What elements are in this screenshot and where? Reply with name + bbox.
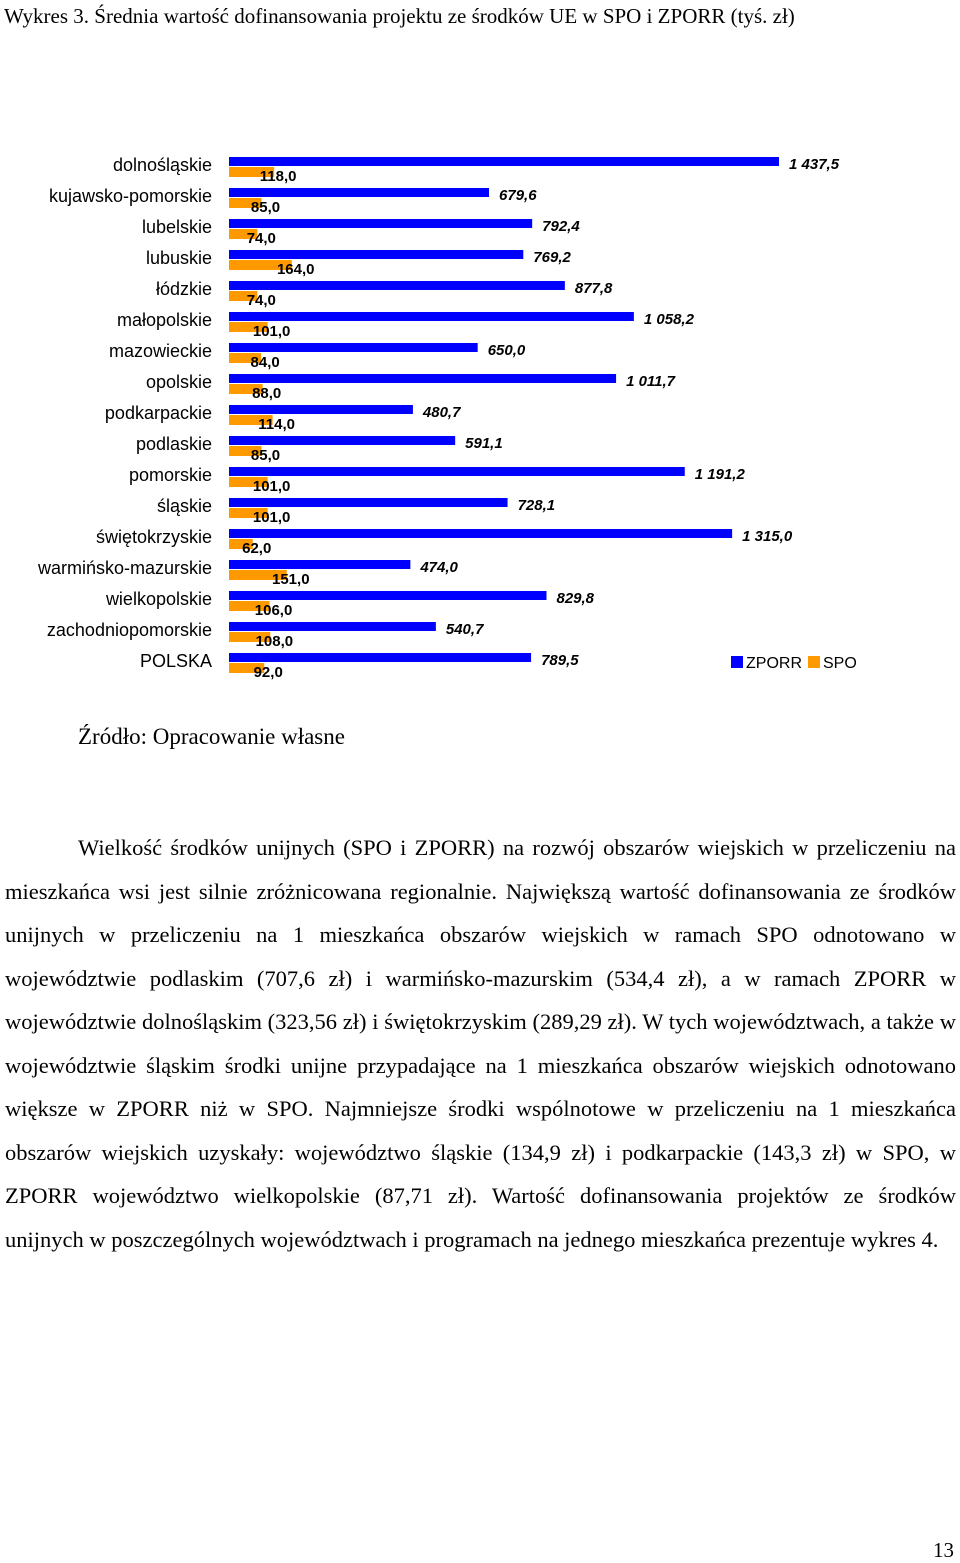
bar-spo — [229, 601, 270, 611]
bar-zporr — [229, 188, 490, 197]
category-label: świętokrzyskie — [96, 527, 212, 547]
value-label-zporr: 1 437,5 — [789, 156, 840, 173]
value-label-zporr: 480,7 — [422, 404, 461, 421]
value-label-spo: 108,0 — [256, 633, 294, 650]
value-label-spo: 62,0 — [242, 540, 271, 557]
category-label: kujawsko-pomorskie — [49, 186, 212, 206]
value-label-zporr: 650,0 — [488, 342, 526, 359]
value-label-spo: 85,0 — [251, 199, 280, 216]
bar-zporr — [229, 405, 413, 414]
value-labels: 1 437,5 118,0 679,6 85,0 792,4 74,0 769,2 164,0… — [242, 156, 840, 681]
category-label: śląskie — [157, 496, 212, 516]
bar-spo — [229, 291, 258, 301]
bar-marks — [229, 157, 779, 673]
category-label: podkarpackie — [105, 403, 212, 423]
category-label: zachodniopomorskie — [47, 620, 212, 640]
value-label-spo: 88,0 — [252, 385, 281, 402]
category-label: POLSKA — [140, 651, 212, 671]
category-label: lubelskie — [142, 217, 212, 237]
page-number: 13 — [933, 1538, 954, 1562]
value-label-zporr: 877,8 — [575, 280, 613, 297]
value-label-zporr: 540,7 — [446, 621, 484, 638]
bar-zporr — [229, 312, 634, 321]
category-label: wielkopolskie — [105, 589, 212, 609]
page-title: Wykres 3. Średnia wartość dofinansowania… — [4, 4, 795, 28]
category-label: warmińsko-mazurskie — [37, 558, 212, 578]
bar-zporr — [229, 529, 733, 538]
value-label-spo: 106,0 — [255, 602, 293, 619]
legend-swatch-spo — [808, 656, 820, 668]
value-label-spo: 101,0 — [253, 478, 291, 495]
value-label-zporr: 769,2 — [533, 249, 571, 266]
value-label-zporr: 789,5 — [541, 652, 579, 669]
bar-spo — [229, 229, 258, 239]
bar-spo — [229, 632, 271, 642]
legend: ZPORR SPO — [731, 655, 857, 672]
value-label-spo: 84,0 — [251, 354, 280, 371]
legend-label-spo: SPO — [823, 655, 857, 672]
bar-spo — [229, 539, 253, 549]
bar-zporr — [229, 591, 547, 600]
category-label: łódzkie — [156, 279, 212, 299]
value-label-zporr: 1 011,7 — [626, 373, 676, 390]
value-label-spo: 118,0 — [260, 168, 297, 185]
category-label: lubuskie — [146, 248, 212, 268]
bar-zporr — [229, 343, 478, 352]
value-label-zporr: 1 191,2 — [695, 466, 746, 483]
body-paragraph: Wielkość środków unijnych (SPO i ZPORR) … — [5, 835, 956, 1252]
value-label-spo: 114,0 — [258, 416, 295, 433]
value-label-spo: 74,0 — [247, 292, 276, 309]
bar-zporr — [229, 374, 617, 383]
value-label-zporr: 679,6 — [499, 187, 537, 204]
bar-zporr — [229, 560, 411, 569]
legend-label-zporr: ZPORR — [746, 655, 802, 672]
value-label-zporr: 792,4 — [542, 218, 580, 235]
bar-spo — [229, 663, 265, 673]
bar-spo — [229, 198, 262, 208]
value-label-zporr: 1 058,2 — [644, 311, 695, 328]
category-label: pomorskie — [129, 465, 212, 485]
category-label: podlaskie — [136, 434, 212, 454]
value-label-zporr: 591,1 — [465, 435, 503, 452]
value-label-spo: 74,0 — [247, 230, 276, 247]
value-label-zporr: 474,0 — [419, 559, 458, 576]
category-labels: dolnośląskie kujawsko-pomorskie lubelskie l… — [37, 155, 212, 671]
value-label-zporr: 829,8 — [556, 590, 594, 607]
category-label: dolnośląskie — [113, 155, 212, 175]
bar-zporr — [229, 498, 508, 507]
bar-zporr — [229, 653, 532, 662]
value-label-zporr: 1 315,0 — [742, 528, 793, 545]
bar-zporr — [229, 436, 456, 445]
bar-spo — [229, 446, 262, 456]
category-label: małopolskie — [117, 310, 212, 330]
bar-zporr — [229, 281, 565, 290]
value-label-spo: 92,0 — [254, 664, 283, 681]
bar-spo — [229, 477, 268, 487]
bar-spo — [229, 508, 268, 518]
category-label: opolskie — [146, 372, 212, 392]
value-label-spo: 85,0 — [251, 447, 280, 464]
value-label-spo: 101,0 — [253, 509, 291, 526]
bar-spo — [229, 322, 268, 332]
source-note: Źródło: Opracowanie własne — [78, 724, 345, 749]
value-label-zporr: 728,1 — [518, 497, 556, 514]
bar-spo — [229, 260, 292, 270]
bar-zporr — [229, 622, 436, 631]
value-label-spo: 101,0 — [253, 323, 291, 340]
bar-chart: dolnośląskie kujawsko-pomorskie lubelskie l… — [37, 155, 857, 681]
bar-zporr — [229, 467, 685, 476]
value-label-spo: 151,0 — [272, 571, 310, 588]
bar-spo — [229, 353, 262, 363]
value-label-spo: 164,0 — [277, 261, 315, 278]
bar-spo — [229, 384, 263, 394]
legend-swatch-zporr — [731, 656, 743, 668]
bar-spo — [229, 570, 287, 580]
bar-zporr — [229, 250, 524, 259]
bar-zporr — [229, 219, 533, 228]
bar-spo — [229, 415, 273, 425]
category-label: mazowieckie — [109, 341, 212, 361]
bar-spo — [229, 167, 275, 177]
bar-zporr — [229, 157, 779, 166]
